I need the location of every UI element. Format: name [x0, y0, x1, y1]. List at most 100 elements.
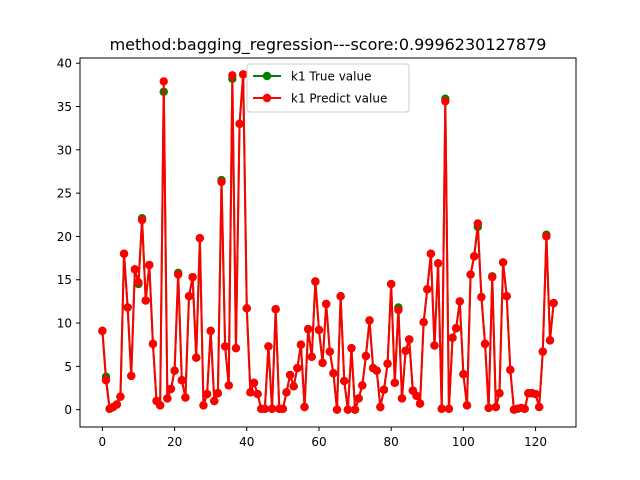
data-point	[112, 400, 122, 409]
data-point	[202, 389, 212, 399]
data-point	[159, 77, 168, 86]
data-point	[354, 394, 363, 403]
x-tick-label: 80	[384, 435, 399, 449]
data-point	[538, 347, 547, 356]
data-point	[307, 352, 316, 362]
data-point	[397, 394, 407, 403]
data-point	[134, 278, 143, 287]
data-point	[98, 326, 107, 336]
data-point	[137, 215, 147, 225]
data-point	[224, 381, 233, 390]
data-point	[405, 335, 414, 344]
data-point	[249, 378, 259, 388]
legend: k1 True value k1 Predict value	[246, 63, 410, 113]
data-point	[206, 326, 215, 336]
data-point	[141, 296, 150, 305]
chart-title: method:bagging_regression---score:0.9996…	[110, 35, 547, 55]
x-tick-label: 100	[452, 435, 475, 449]
legend-label: k1 Predict value	[291, 92, 387, 106]
data-point	[210, 396, 219, 406]
data-point	[127, 371, 136, 381]
data-point	[448, 333, 457, 342]
data-point	[415, 399, 425, 408]
y-tick-label: 0	[64, 403, 72, 417]
data-point	[379, 385, 389, 394]
data-point	[231, 343, 241, 353]
data-point	[343, 405, 353, 414]
x-tick-label: 0	[99, 435, 107, 449]
data-point	[285, 370, 295, 380]
data-point	[441, 97, 450, 106]
data-point	[314, 325, 324, 335]
data-point	[242, 304, 251, 313]
data-point	[350, 405, 360, 414]
data-point	[419, 317, 428, 327]
plot-area	[98, 70, 558, 414]
data-point	[336, 292, 345, 301]
data-point	[184, 292, 194, 301]
data-point	[220, 342, 230, 351]
data-point	[480, 339, 490, 349]
data-point	[322, 299, 331, 309]
data-point	[531, 389, 540, 399]
x-tick-label: 60	[311, 435, 326, 449]
data-point	[101, 376, 111, 385]
data-point	[325, 347, 334, 356]
data-point	[329, 369, 338, 378]
data-point	[119, 249, 129, 258]
data-point	[166, 384, 176, 394]
data-point	[192, 353, 201, 362]
data-point	[466, 270, 475, 279]
data-point	[484, 403, 493, 413]
y-tick-label: 25	[57, 187, 72, 201]
data-point	[278, 404, 288, 414]
data-point	[498, 258, 508, 267]
data-point	[116, 392, 125, 401]
data-point	[296, 340, 306, 349]
data-point	[332, 405, 342, 414]
data-point	[253, 389, 262, 399]
data-point	[199, 401, 208, 410]
data-point	[347, 343, 356, 353]
data-point	[506, 365, 515, 375]
data-point	[365, 316, 374, 325]
data-point	[451, 324, 461, 333]
data-point	[545, 336, 555, 345]
data-point	[430, 341, 439, 350]
legend-marker	[262, 71, 272, 81]
data-point	[390, 378, 399, 388]
data-point	[394, 305, 403, 315]
data-point	[372, 366, 381, 375]
data-point	[123, 303, 132, 312]
legend-item: k1 Predict value	[253, 92, 387, 106]
data-point	[303, 324, 313, 334]
x-tick-label: 120	[524, 435, 547, 449]
data-point	[163, 394, 172, 403]
data-point	[473, 219, 483, 228]
data-point	[386, 279, 396, 289]
data-point	[549, 298, 558, 308]
data-point	[470, 252, 479, 261]
y-tick-label: 35	[57, 100, 72, 114]
data-point	[293, 363, 302, 373]
data-point	[282, 388, 291, 397]
data-point	[495, 389, 504, 398]
data-point	[311, 277, 320, 286]
axes: 0 20 40 60 80 100 120 0 5 10 15 20 25 30 35 40	[57, 57, 577, 449]
data-point	[412, 391, 421, 401]
data-point	[426, 249, 436, 258]
data-point	[376, 402, 385, 412]
data-point	[488, 272, 497, 282]
data-point	[437, 404, 446, 414]
data-point	[173, 270, 183, 279]
data-point	[177, 376, 186, 385]
y-tick-label: 10	[57, 317, 72, 331]
data-point	[238, 70, 248, 79]
x-tick-label: 20	[167, 435, 182, 449]
y-tick-label: 20	[57, 230, 72, 244]
data-point	[145, 260, 154, 270]
data-point	[534, 402, 544, 412]
data-point	[213, 389, 223, 398]
data-point	[195, 233, 205, 243]
